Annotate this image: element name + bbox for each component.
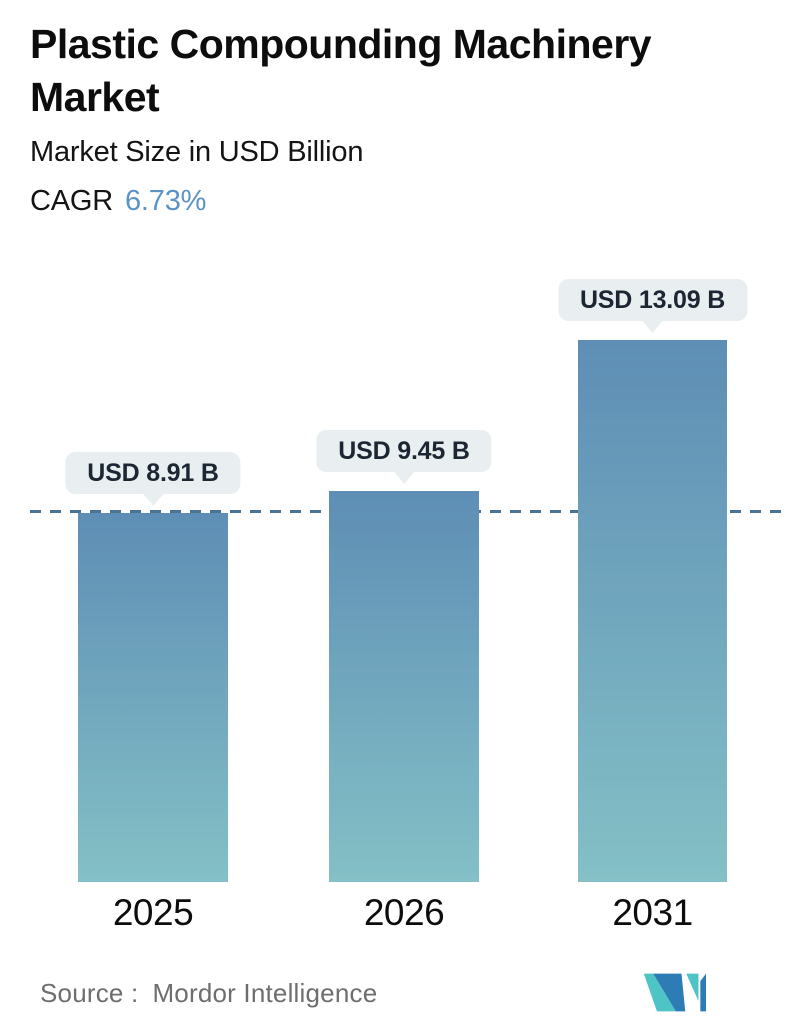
value-label-bubble: USD 9.45 B: [316, 430, 492, 472]
axis-label-2025: 2025: [112, 892, 194, 933]
header: Plastic Compounding Machinery Market: [30, 18, 730, 124]
source-attribution: Source : Mordor Intelligence: [40, 978, 377, 1009]
source-label: Source :: [40, 978, 139, 1008]
axis-label-2031: 2031: [612, 892, 693, 933]
value-label: USD 13.09 B: [579, 286, 726, 314]
bar-2025: [78, 513, 228, 882]
value-label: USD 8.91 B: [87, 459, 219, 487]
value-label-bubble: USD 13.09 B: [557, 279, 748, 321]
cagr-row: CAGR 6.73%: [30, 185, 206, 218]
bar-2031: [578, 340, 727, 882]
bar-2026: [329, 491, 479, 882]
value-label-bubble: USD 8.91 B: [65, 452, 241, 494]
chart-subtitle: Market Size in USD Billion: [30, 136, 364, 168]
axis-label-2026: 2026: [363, 892, 445, 933]
cagr-label: CAGR: [30, 185, 113, 217]
cagr-value: 6.73%: [125, 185, 207, 217]
page-title: Plastic Compounding Machinery Market: [30, 21, 652, 120]
source-value: Mordor Intelligence: [152, 978, 378, 1008]
mordor-intelligence-logo: [643, 973, 706, 1012]
value-label: USD 9.45 B: [338, 437, 470, 465]
